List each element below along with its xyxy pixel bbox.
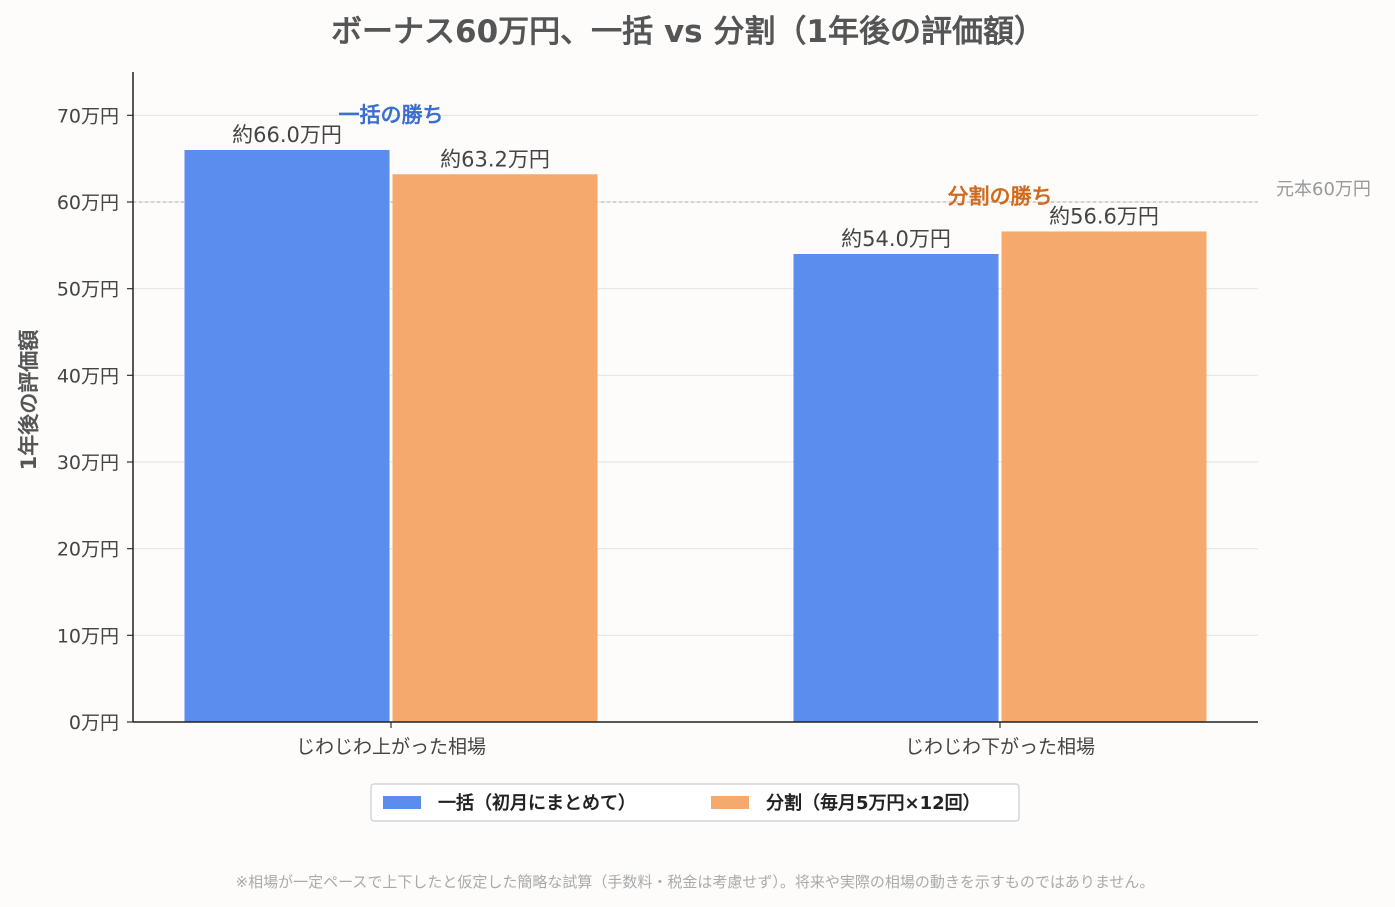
axes [127, 72, 1258, 728]
legend-box [370, 783, 1020, 822]
legend-swatch-0 [383, 796, 421, 809]
chart-title: ボーナス60万円、一括 vs 分割（1年後の評価額） [331, 14, 1045, 50]
bar-1-0 [793, 254, 999, 722]
annotation-1: 分割の勝ち [948, 184, 1053, 208]
legend: 一括（初月にまとめて） 分割（毎月5万円×12回） [370, 783, 1020, 822]
value-label-1-0: 約54.0万円 [841, 227, 951, 251]
legend-swatch-1 [711, 796, 749, 809]
bar-0-1 [392, 174, 598, 722]
legend-label-0: 一括（初月にまとめて） [438, 792, 636, 814]
footnote: ※相場が一定ペースで上下したと仮定した簡略な試算（手数料・税金は考慮せず）。将来… [236, 873, 1155, 891]
value-label-1-1: 約56.6万円 [1049, 204, 1159, 228]
reference-line-label: 元本60万円 [1276, 179, 1371, 200]
bar-0-0 [184, 150, 390, 722]
x-category-label-1: じわじわ下がった相場 [905, 736, 1095, 758]
annotation-0: 一括の勝ち [339, 103, 444, 127]
y-tick-label-10: 10万円 [57, 625, 119, 647]
y-tick-label-50: 50万円 [57, 279, 119, 301]
y-tick-label-20: 20万円 [57, 539, 119, 561]
bar-1-1 [1001, 231, 1207, 722]
y-tick-labels: 0万円 10万円 20万円 30万円 40万円 50万円 60万円 70万円 [57, 105, 119, 734]
value-label-0-1: 約63.2万円 [440, 147, 550, 171]
y-tick-label-40: 40万円 [57, 365, 119, 387]
x-category-labels: じわじわ上がった相場 じわじわ下がった相場 [296, 736, 1095, 758]
y-axis-label: 1年後の評価額 [17, 330, 41, 471]
y-tick-label-60: 60万円 [57, 192, 119, 214]
y-tick-label-70: 70万円 [57, 105, 119, 127]
bars [184, 150, 1207, 722]
x-category-label-0: じわじわ上がった相場 [296, 736, 486, 758]
legend-label-1: 分割（毎月5万円×12回） [766, 792, 981, 814]
y-tick-label-0: 0万円 [69, 712, 119, 734]
value-label-0-0: 約66.0万円 [232, 123, 342, 147]
y-tick-label-30: 30万円 [57, 452, 119, 474]
